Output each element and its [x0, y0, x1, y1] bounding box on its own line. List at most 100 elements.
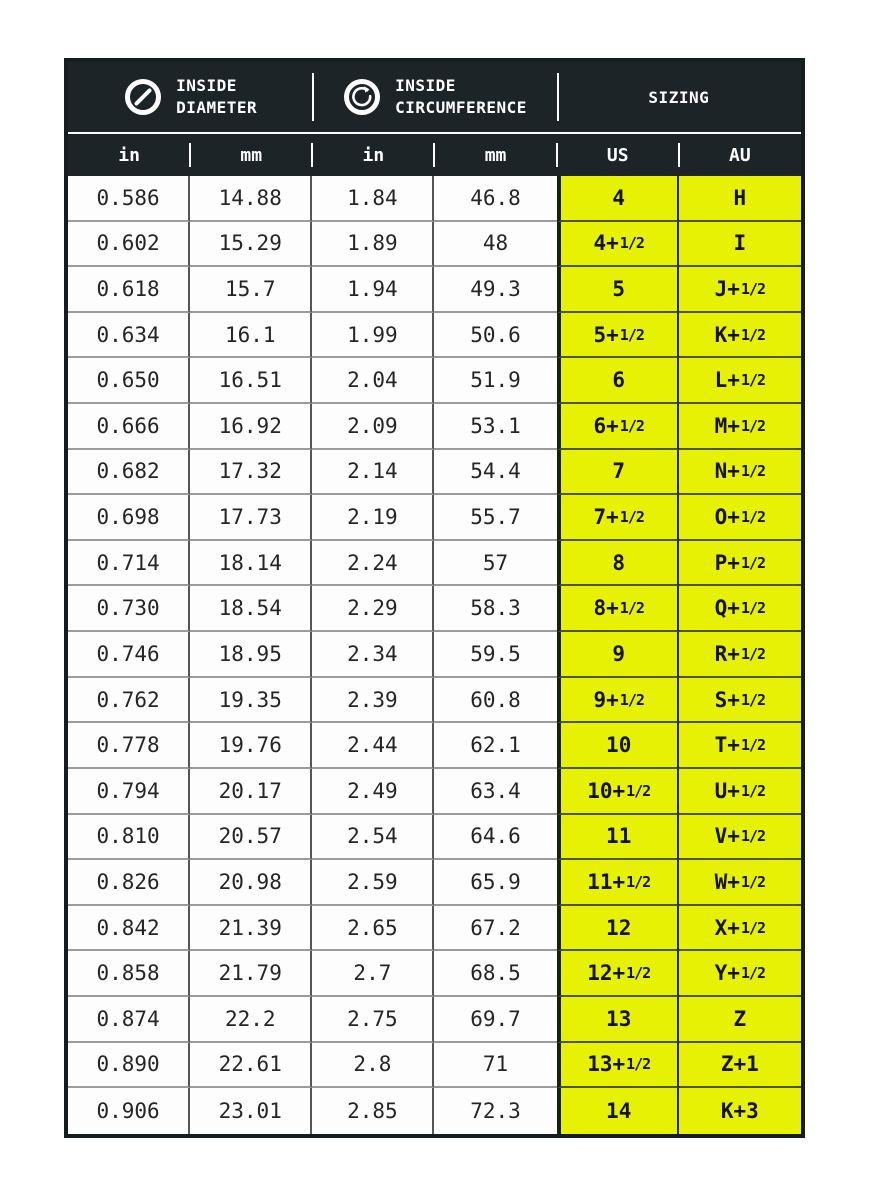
- size-cell: 13+ 1/2: [556, 1042, 679, 1089]
- size-cell: I: [678, 221, 801, 268]
- size-cell: N+ 1/2: [678, 449, 801, 496]
- measure-cell: 0.602: [68, 221, 191, 268]
- size-fraction: 1/2: [626, 964, 651, 983]
- size-cell: 14: [556, 1088, 679, 1134]
- size-fraction: 1/2: [740, 599, 766, 618]
- measure-cell: 21.39: [190, 905, 313, 952]
- size-value: K+: [714, 322, 740, 347]
- size-value: W+: [714, 869, 740, 894]
- size-fraction: 1/2: [619, 416, 645, 435]
- measure-cell: 2.49: [312, 768, 435, 815]
- header-line: INSIDE: [176, 76, 237, 96]
- header-label-inside-diameter: INSIDE DIAMETER: [176, 75, 257, 118]
- size-cell: L+ 1/2: [678, 358, 801, 405]
- table-row: 0.634 16.1 1.99 50.6 5+ 1/2 K+ 1/2: [68, 312, 801, 359]
- measure-cell: 0.810: [68, 814, 191, 861]
- size-cell: S+ 1/2: [678, 677, 801, 724]
- measure-cell: 2.19: [312, 495, 435, 541]
- column-header-in-2: in: [312, 134, 436, 176]
- table-row: 0.762 19.35 2.39 60.8 9+ 1/2 S+ 1/2: [68, 677, 801, 724]
- measure-cell: 0.666: [68, 404, 191, 450]
- table-row: 0.602 15.29 1.89 48 4+ 1/2 I: [68, 221, 801, 268]
- measure-cell: 2.59: [312, 860, 435, 906]
- header-group-inside-circumference: INSIDE CIRCUMFERENCE: [312, 62, 556, 132]
- size-value: Y+: [714, 961, 740, 986]
- measure-cell: 0.714: [68, 540, 191, 587]
- measure-cell: 2.14: [312, 449, 435, 496]
- measure-cell: 20.98: [190, 860, 313, 906]
- measure-cell: 18.14: [190, 540, 313, 587]
- size-fraction: 1/2: [740, 872, 766, 891]
- header-group-inside-diameter: INSIDE DIAMETER: [68, 62, 312, 132]
- size-fraction: 1/2: [740, 508, 766, 527]
- measure-cell: 17.32: [190, 449, 313, 496]
- header-rule: [68, 132, 801, 134]
- measure-cell: 67.2: [434, 905, 557, 952]
- measure-cell: 54.4: [434, 449, 557, 496]
- measure-cell: 68.5: [434, 951, 557, 997]
- size-cell: 5: [556, 267, 679, 313]
- size-cell: 6: [556, 358, 679, 405]
- size-value: 6+: [593, 413, 619, 438]
- size-fraction: 1/2: [740, 325, 766, 344]
- measure-cell: 21.79: [190, 951, 313, 997]
- column-header-us-4: US: [557, 134, 680, 176]
- measure-cell: 15.29: [190, 221, 313, 268]
- size-cell: P+ 1/2: [678, 540, 801, 587]
- measure-cell: 0.826: [68, 860, 191, 906]
- size-cell: X+ 1/2: [678, 905, 801, 952]
- measure-cell: 2.85: [312, 1088, 435, 1134]
- table-row: 0.650 16.51 2.04 51.9 6 L+ 1/2: [68, 358, 801, 405]
- size-cell: 12: [556, 905, 679, 952]
- table-body: 0.586 14.88 1.84 46.8 4 H 0.602 15.29 1.89 48 4+ 1/…: [68, 176, 801, 1134]
- measure-cell: 63.4: [434, 768, 557, 815]
- size-cell: T+ 1/2: [678, 723, 801, 769]
- table-row: 0.906 23.01 2.85 72.3 14 K+3: [68, 1088, 801, 1134]
- measure-cell: 0.682: [68, 449, 191, 496]
- measure-cell: 0.794: [68, 768, 191, 815]
- measure-cell: 18.95: [190, 632, 313, 678]
- diameter-icon: [125, 79, 162, 115]
- table-row: 0.618 15.7 1.94 49.3 5 J+ 1/2: [68, 267, 801, 313]
- measure-cell: 53.1: [434, 404, 557, 450]
- size-fraction: 1/2: [740, 781, 766, 800]
- measure-cell: 46.8: [434, 176, 557, 222]
- measure-cell: 60.8: [434, 677, 557, 724]
- size-fraction: 1/2: [619, 325, 645, 344]
- size-cell: 4: [556, 176, 679, 222]
- size-fraction: 1/2: [740, 644, 766, 663]
- size-value: 5+: [593, 322, 619, 347]
- measure-cell: 0.650: [68, 358, 191, 405]
- table-row: 0.730 18.54 2.29 58.3 8+ 1/2 Q+ 1/2: [68, 586, 801, 633]
- measure-cell: 0.698: [68, 495, 191, 541]
- size-fraction: 1/2: [740, 964, 766, 983]
- measure-cell: 1.84: [312, 176, 435, 222]
- size-fraction: 1/2: [619, 599, 645, 618]
- measure-cell: 71: [434, 1042, 557, 1089]
- size-cell: H: [678, 176, 801, 222]
- size-cell: 11: [556, 814, 679, 861]
- header-group-sizing: SIZING: [557, 62, 801, 132]
- size-cell: Y+ 1/2: [678, 951, 801, 997]
- size-cell: J+ 1/2: [678, 267, 801, 313]
- measure-cell: 55.7: [434, 495, 557, 541]
- measure-cell: 59.5: [434, 632, 557, 678]
- measure-cell: 48: [434, 221, 557, 268]
- table-row: 0.826 20.98 2.59 65.9 11+ 1/2 W+ 1/2: [68, 860, 801, 906]
- measure-cell: 23.01: [190, 1088, 313, 1134]
- table-row: 0.794 20.17 2.49 63.4 10+ 1/2 U+ 1/2: [68, 768, 801, 815]
- measure-cell: 18.54: [190, 586, 313, 633]
- size-fraction: 1/2: [740, 416, 766, 435]
- measure-cell: 49.3: [434, 267, 557, 313]
- measure-cell: 0.890: [68, 1042, 191, 1089]
- measure-cell: 65.9: [434, 860, 557, 906]
- size-value: T+: [714, 733, 740, 758]
- measure-cell: 2.65: [312, 905, 435, 952]
- measure-cell: 2.54: [312, 814, 435, 861]
- size-value: 4+: [593, 231, 619, 256]
- size-cell: R+ 1/2: [678, 632, 801, 678]
- size-value: L+: [714, 368, 740, 393]
- measure-cell: 0.762: [68, 677, 191, 724]
- measure-cell: 2.44: [312, 723, 435, 769]
- table-row: 0.842 21.39 2.65 67.2 12 X+ 1/2: [68, 905, 801, 952]
